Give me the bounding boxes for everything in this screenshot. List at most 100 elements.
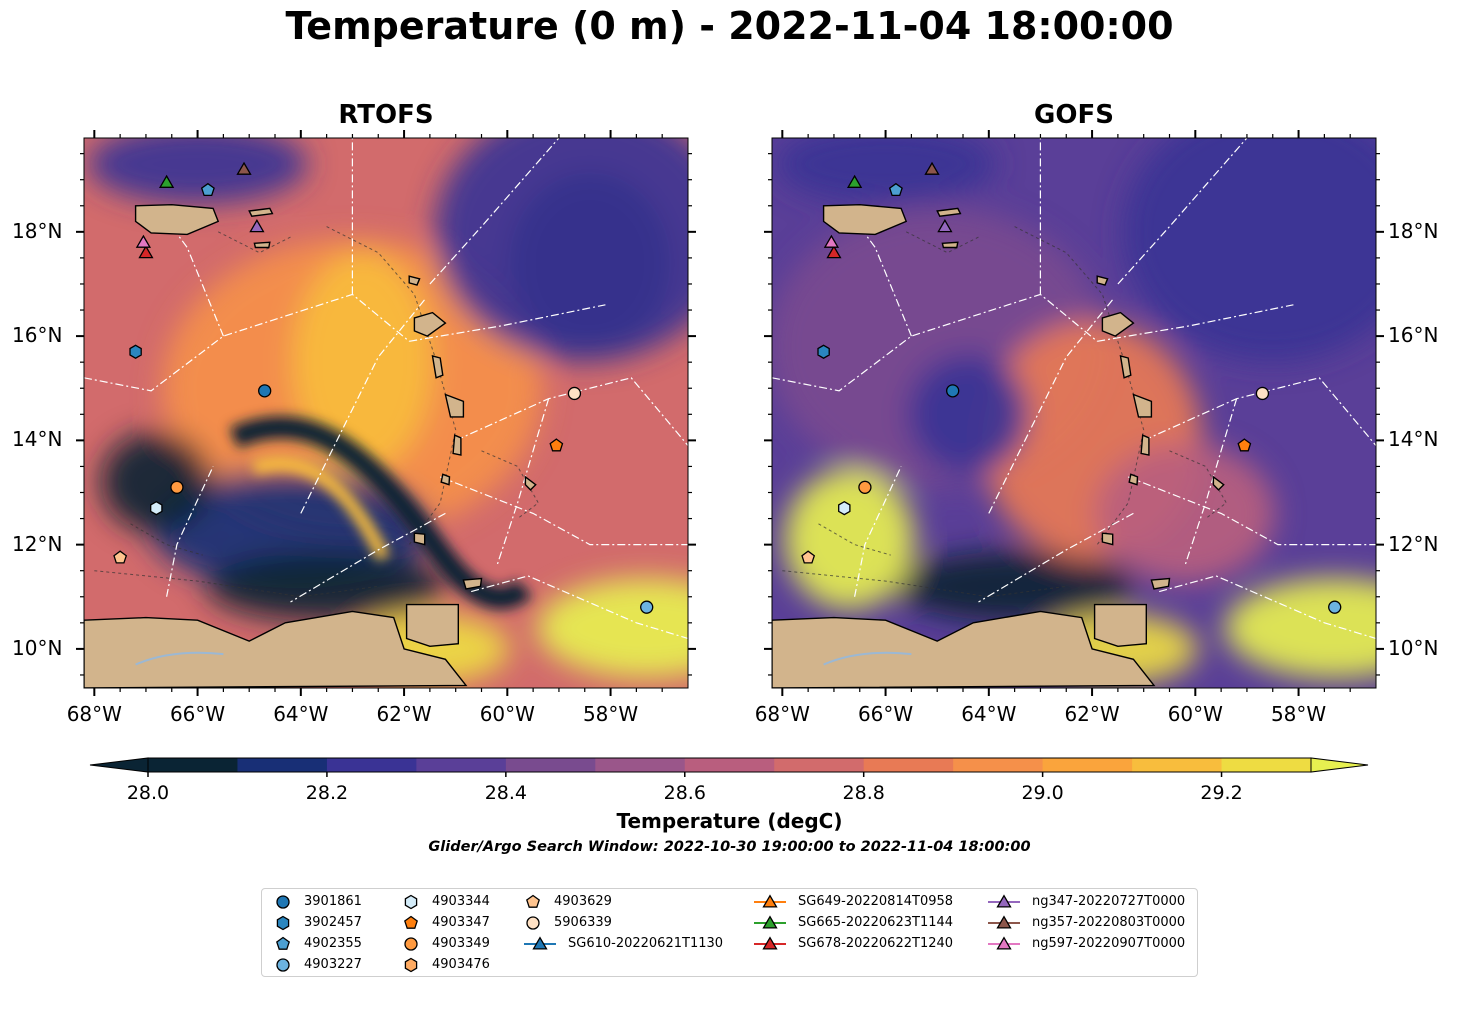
legend-marker: [404, 915, 418, 929]
eez-boundary: [439, 476, 688, 546]
lat-tick-label: 16°N: [12, 323, 63, 348]
colorbar-segment: [416, 758, 507, 772]
bathymetry-contour: [782, 570, 1067, 598]
legend-marker: [762, 894, 778, 908]
colorbar-segment: [863, 758, 954, 772]
legend-label: 4903629: [554, 894, 612, 909]
legend-label: SG610-20220621T1130: [568, 936, 724, 951]
eddy-filament: [251, 456, 391, 562]
colorbar-tick-label: 28.6: [663, 782, 706, 804]
temperature-field: [87, 138, 688, 684]
temperature-patch: [536, 578, 688, 679]
island: [936, 207, 962, 217]
island: [462, 577, 483, 590]
legend-marker: [276, 958, 290, 972]
temperature-patch: [1224, 578, 1376, 679]
colorbar-segment: [237, 758, 328, 772]
lat-tick-label: 18°N: [12, 218, 63, 243]
legend-label: SG678-20220622T1240: [798, 936, 954, 951]
legend-marker: [532, 936, 548, 950]
legend-label: 5906339: [554, 915, 612, 930]
marker-4903344: [838, 500, 851, 516]
lon-tick-label: 62°W: [1064, 702, 1120, 726]
temperature-patch: [1094, 443, 1275, 584]
island: [1101, 311, 1135, 337]
legend-marker: [276, 936, 290, 950]
marker-4903629: [113, 550, 128, 564]
colorbar-segment: [1042, 758, 1133, 772]
map-frame: [771, 137, 1377, 689]
eez-boundary: [409, 304, 606, 342]
lon-tick-label: 60°W: [1167, 702, 1223, 726]
mainland: [84, 610, 468, 688]
island: [405, 603, 459, 648]
marker-ng347-20220727T0000: [249, 218, 265, 233]
marker-ng357-20220803T0000: [236, 161, 252, 175]
colorbar-segment: [505, 758, 596, 772]
island: [134, 203, 220, 236]
marker-4903349: [170, 480, 184, 494]
lat-tick-label: 10°N: [1388, 635, 1439, 660]
eez-boundary: [1159, 575, 1376, 640]
marker-3902457: [817, 344, 830, 359]
colorbar-label: Temperature (degC): [616, 809, 843, 833]
colorbar-segment: [774, 758, 865, 772]
gofs-panel-title: GOFS: [1034, 100, 1114, 130]
bathymetry-contour: [94, 570, 379, 598]
figure-title: Temperature (0 m) - 2022-11-04 18:00:00: [285, 4, 1174, 48]
island: [413, 532, 426, 546]
marker-ng597-20220907T0000: [823, 234, 840, 248]
lat-tick-label: 14°N: [1388, 427, 1439, 452]
lon-tick-label: 60°W: [479, 702, 535, 726]
eez-boundary: [1184, 398, 1238, 566]
legend-label: 3901861: [304, 894, 362, 909]
island: [413, 311, 447, 337]
river: [823, 651, 912, 666]
lon-tick-label: 64°W: [961, 702, 1017, 726]
marker-4903344: [150, 500, 163, 516]
eez-boundary: [854, 466, 902, 597]
legend-label: 3902457: [304, 915, 362, 930]
lat-tick-label: 16°N: [1388, 323, 1439, 348]
lat-tick-label: 14°N: [12, 427, 63, 452]
island: [1096, 275, 1109, 286]
marker-ng347-20220727T0000: [937, 218, 953, 233]
temperature-patch: [775, 138, 996, 205]
marker-4902355: [888, 182, 903, 197]
lat-tick-label: 12°N: [12, 531, 63, 556]
colorbar-segment: [684, 758, 775, 772]
colorbar-tick-label: 28.0: [126, 782, 170, 804]
eez-boundary: [455, 377, 688, 446]
legend-marker: [996, 894, 1012, 908]
eez-boundary: [1117, 138, 1248, 285]
island: [1140, 434, 1150, 456]
colorbar-tick-label: 29.0: [1021, 782, 1064, 804]
island: [822, 203, 908, 236]
island: [1119, 354, 1132, 379]
temperature-field: [772, 138, 1376, 684]
legend-label: SG665-20220623T1144: [798, 915, 954, 930]
colorbar-segment: [1221, 758, 1312, 772]
marker-4903227: [1328, 600, 1342, 614]
bathymetry-contour: [818, 523, 891, 556]
marker-3901861: [258, 384, 272, 398]
temperature-patch: [434, 138, 688, 362]
island: [452, 434, 462, 456]
colorbar-min-extension: [89, 757, 149, 773]
legend-label: 4902355: [304, 936, 362, 951]
lon-tick-label: 62°W: [376, 702, 432, 726]
lon-tick-label: 68°W: [66, 702, 122, 726]
legend-marker: [404, 894, 418, 910]
island: [408, 275, 421, 286]
legend-label: ng347-20220727T0000: [1032, 894, 1186, 909]
colorbar: [89, 757, 1369, 777]
island: [1132, 393, 1153, 418]
marker-5906339: [1255, 386, 1270, 401]
axis-ticks: [76, 130, 696, 696]
bathymetry-contour: [130, 523, 203, 556]
gofs-map-panel: [764, 130, 1384, 696]
marker-5906339: [567, 386, 582, 401]
legend-label: ng357-20220803T0000: [1032, 915, 1186, 930]
eez-boundary: [471, 575, 688, 640]
